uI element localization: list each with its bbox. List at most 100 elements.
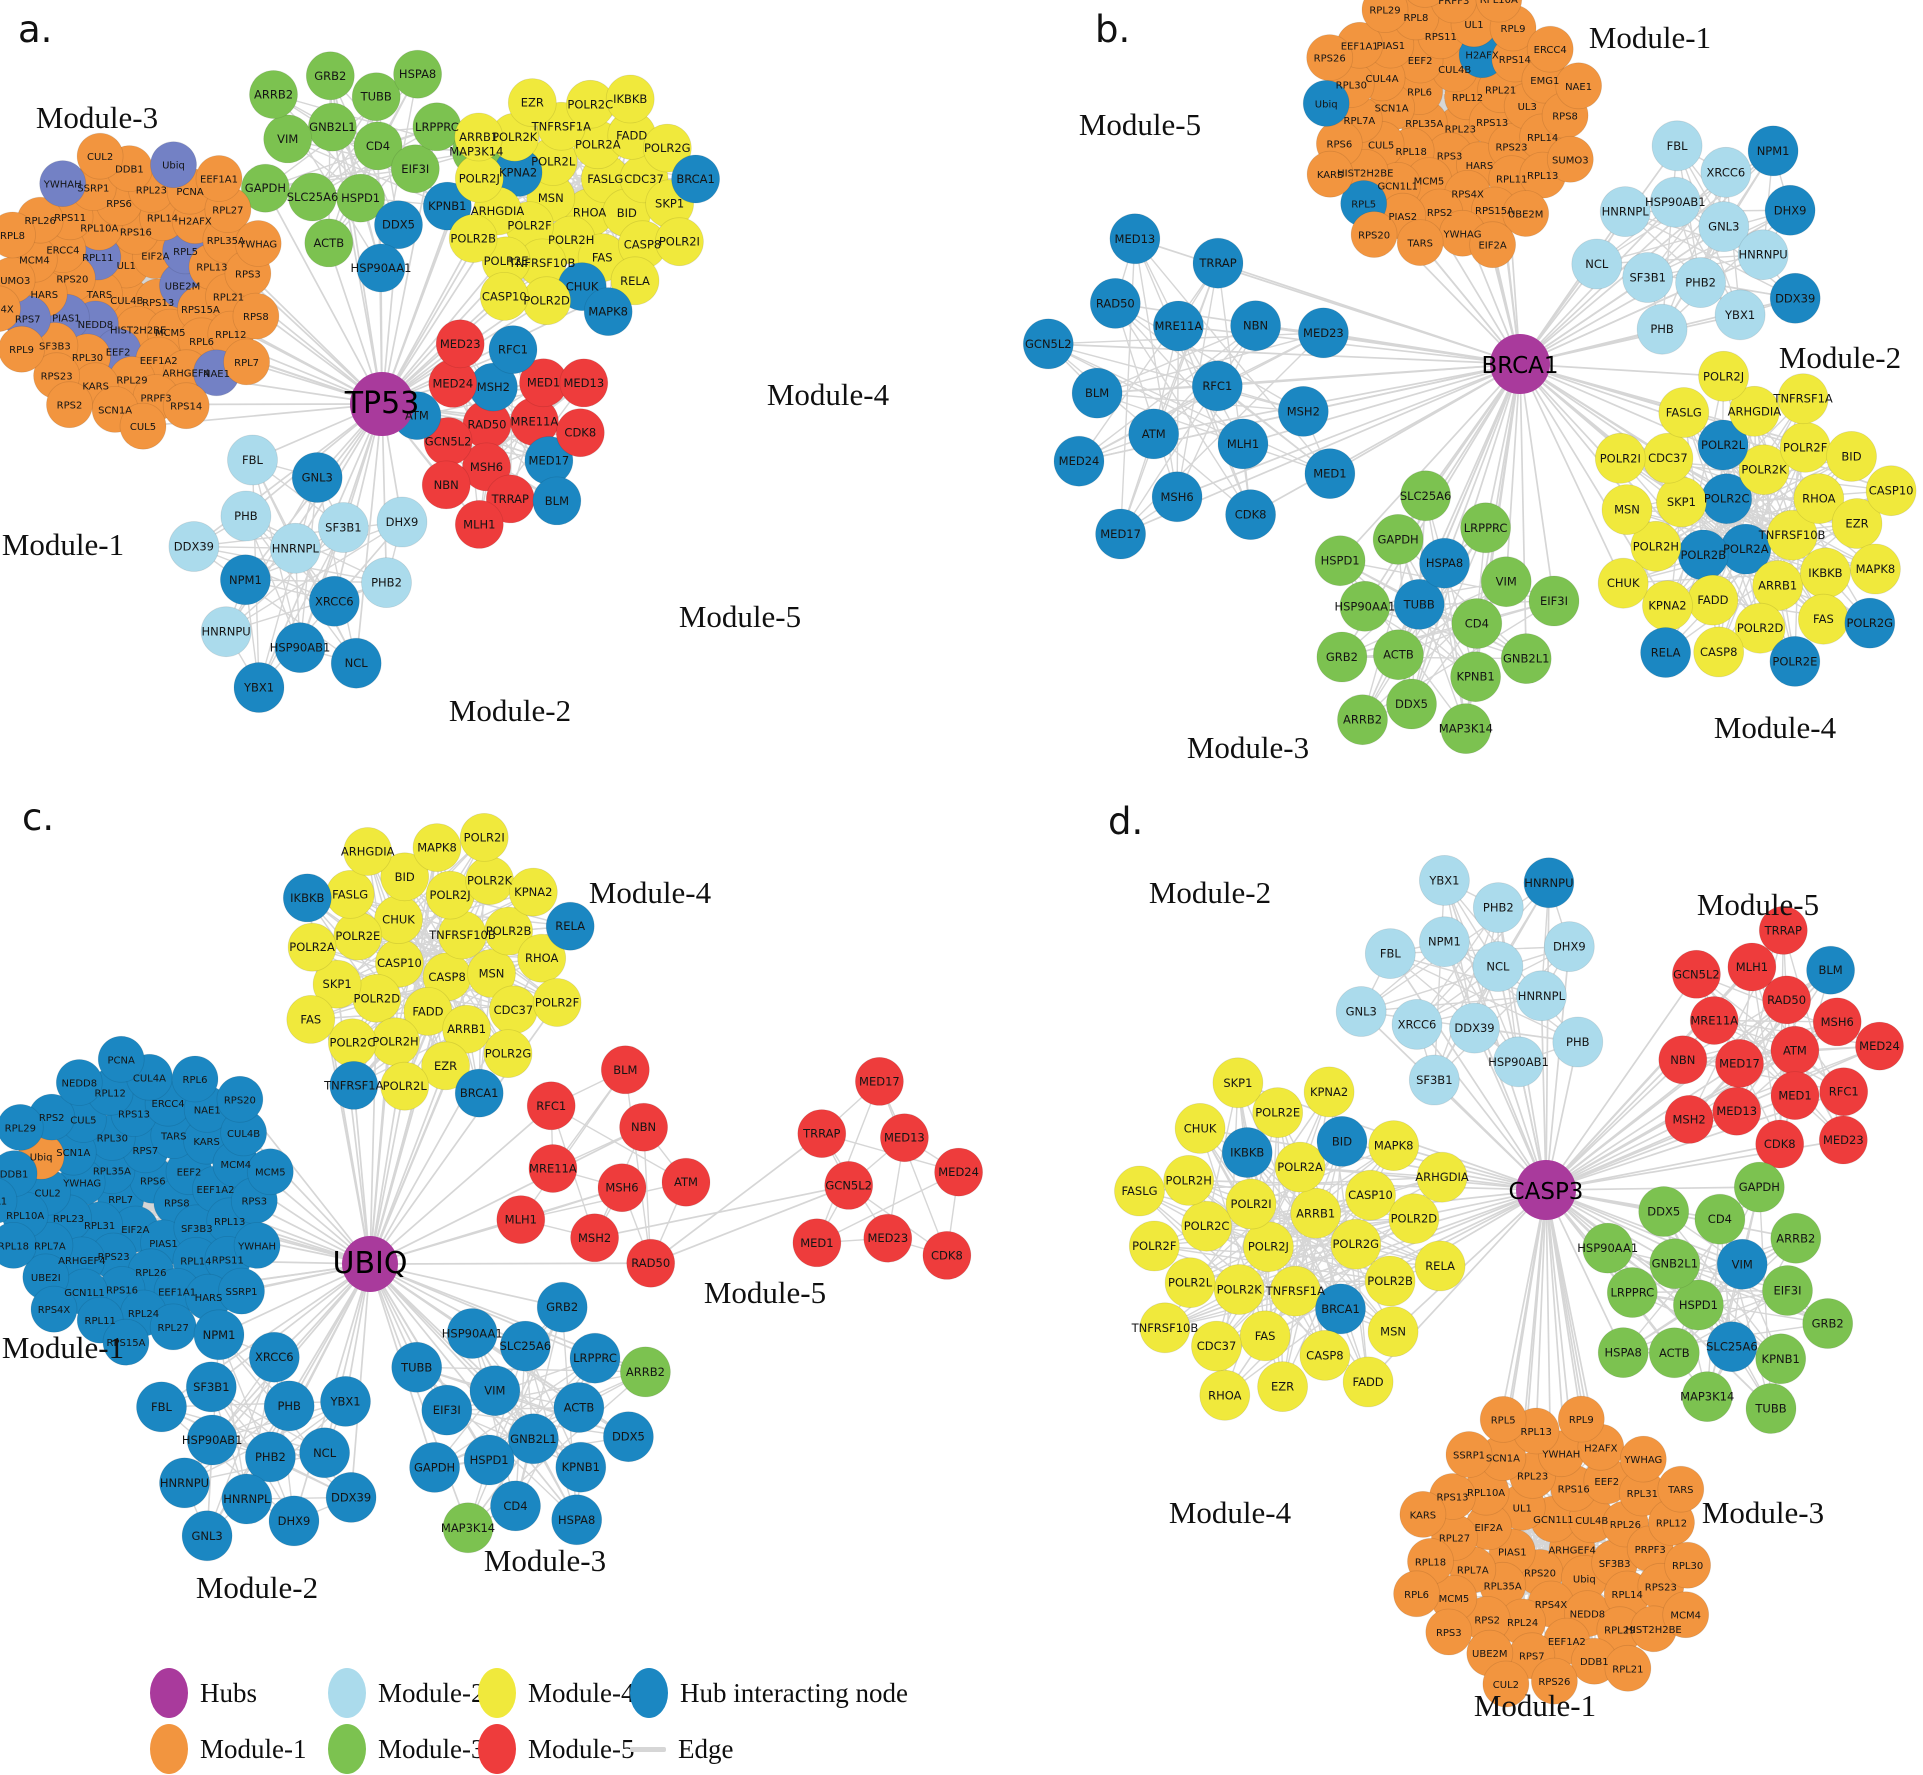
network-node (1364, 1255, 1416, 1307)
network-node (454, 153, 504, 203)
network-node (1698, 201, 1750, 253)
network-node (1769, 636, 1821, 687)
network-node (1396, 219, 1444, 267)
network-node (216, 1075, 264, 1123)
network-node (234, 220, 282, 267)
network-node (1419, 855, 1470, 906)
network-node (1345, 1169, 1396, 1221)
network-node (559, 358, 609, 408)
network-node (922, 1231, 972, 1280)
network-node (223, 338, 271, 386)
network-node (1677, 529, 1729, 581)
network-node (1649, 1238, 1701, 1290)
legend-swatch (150, 1668, 188, 1718)
network-node (1274, 1141, 1326, 1193)
module-label: Module-1 (1474, 1688, 1596, 1723)
network-node (1698, 350, 1749, 402)
network-edge (650, 1132, 823, 1264)
network-edge (369, 1065, 447, 1265)
network-node (1622, 252, 1674, 303)
network-edge (161, 1406, 295, 1522)
module-label: Module-5 (704, 1275, 826, 1310)
panel-b: RFC1ATMMRE11AMLH1BLMNBNMSH6RAD50MSH2MED2… (1022, 0, 1917, 765)
network-node (642, 123, 692, 173)
network-node (1648, 1327, 1700, 1379)
legend-item-module-4: Module-4 (478, 1668, 634, 1718)
network-edge (328, 96, 377, 244)
network-node (1367, 1306, 1419, 1357)
network-node (1472, 882, 1524, 933)
network-node (1128, 1220, 1180, 1272)
network-node (1700, 146, 1752, 198)
network-node (605, 74, 655, 124)
network-node (1642, 580, 1693, 631)
network-edge (1663, 1211, 1733, 1348)
network-edge (1706, 1237, 1797, 1397)
network-node (454, 1068, 504, 1118)
legend-label: Edge (678, 1733, 734, 1764)
network-edge (350, 1263, 371, 1498)
network-node (1230, 300, 1281, 352)
network-node (600, 1045, 650, 1095)
network-node (1302, 80, 1350, 127)
network-node (1330, 1218, 1382, 1270)
network-node (1472, 941, 1524, 992)
network-node (380, 852, 430, 902)
network-edge (1047, 343, 1244, 445)
panel-tag-a: a. (18, 8, 52, 51)
network-node (1689, 996, 1739, 1045)
network-node (454, 112, 504, 162)
network-node (1694, 1193, 1746, 1245)
legend-label: Hub interacting node (680, 1677, 908, 1708)
network-node (305, 51, 355, 101)
legend-label: Module-1 (200, 1733, 307, 1764)
network-node (1673, 1279, 1724, 1331)
network-node (454, 500, 504, 549)
network-edge (594, 1184, 849, 1239)
network-node (374, 200, 423, 250)
network-node (1335, 986, 1387, 1037)
network-edge (206, 1356, 275, 1537)
network-node (159, 1457, 210, 1509)
network-node (655, 217, 704, 267)
network-node (1480, 556, 1532, 608)
hub-label: CASP3 (1509, 1179, 1584, 1205)
network-node (1416, 1151, 1468, 1203)
network-node (619, 1102, 668, 1152)
network-node (551, 1494, 603, 1546)
network-node (1664, 1541, 1711, 1589)
network-node (1460, 502, 1511, 554)
network-node (626, 1238, 676, 1288)
network-node (149, 1303, 197, 1351)
network-node (274, 622, 326, 673)
network-edge (1360, 1010, 1547, 1191)
network-node (1755, 1119, 1805, 1169)
network-edge (550, 1105, 687, 1183)
network-node (1766, 509, 1818, 561)
legend-label: Module-5 (528, 1733, 635, 1764)
network-edge (1329, 363, 1521, 475)
network-node (1651, 120, 1703, 172)
legend-swatch (630, 1668, 668, 1718)
network-node (792, 1218, 842, 1268)
network-node (1493, 1036, 1544, 1088)
legend-item-module-3: Module-3 (328, 1724, 484, 1774)
hub-node (342, 1236, 398, 1292)
network-node (570, 1213, 619, 1263)
network-edge (1119, 262, 1219, 535)
hub-node (1516, 1160, 1576, 1220)
network-node (356, 243, 406, 293)
network-node (1299, 1330, 1351, 1381)
network-node (1191, 360, 1243, 412)
network-node (1606, 1267, 1658, 1318)
network-edge (1323, 332, 1521, 365)
network-node (1516, 970, 1567, 1022)
legend-item-edge: Edge (630, 1734, 990, 1765)
network-node (1715, 1039, 1764, 1088)
network-node (1181, 1200, 1232, 1252)
module-label: Module-3 (1702, 1495, 1824, 1530)
network-edge (1120, 325, 1257, 535)
network-edge (1114, 303, 1178, 498)
network-node (1373, 629, 1424, 681)
